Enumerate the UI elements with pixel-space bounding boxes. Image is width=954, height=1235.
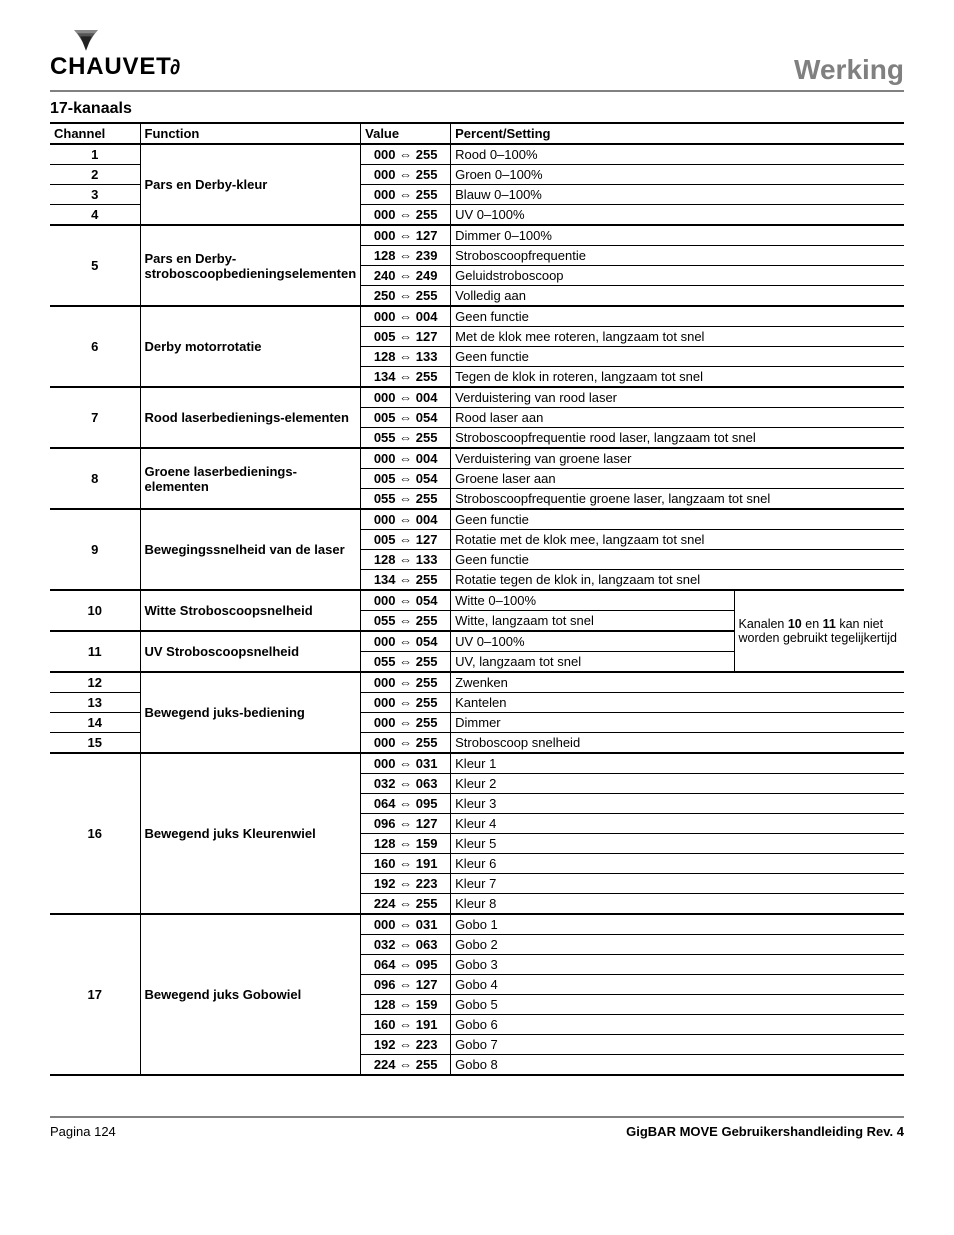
table-row: 16 Bewegend juks Kleurenwiel 000 ⇔ 031 K… [50, 753, 904, 774]
table-row: 10 Witte Stroboscoopsnelheid 000 ⇔ 054 W… [50, 590, 904, 611]
table-row: 12 Bewegend juks-bediening 000 ⇔ 255 Zwe… [50, 672, 904, 693]
table-row: 8 Groene laserbedienings-elementen 000 ⇔… [50, 448, 904, 469]
table-row: 9 Bewegingssnelheid van de laser 000 ⇔ 0… [50, 509, 904, 530]
footer-left: Pagina 124 [50, 1124, 116, 1139]
footer-right: GigBAR MOVE Gebruikershandleiding Rev. 4 [626, 1124, 904, 1139]
dmx-table: Channel Function Value Percent/Setting 1… [50, 122, 904, 1076]
table-row: 6 Derby motorrotatie 000 ⇔ 004 Geen func… [50, 306, 904, 327]
table-row: 17 Bewegend juks Gobowiel 000 ⇔ 031 Gobo… [50, 914, 904, 935]
table-header-row: Channel Function Value Percent/Setting [50, 123, 904, 144]
col-value: Value [361, 123, 451, 144]
table-row: 1 Pars en Derby-kleur 000 ⇔ 255 Rood 0–1… [50, 144, 904, 165]
page-header: CHAUVET ∂ Werking [50, 30, 904, 92]
table-row: 7 Rood laserbedienings-elementen 000 ⇔ 0… [50, 387, 904, 408]
note-cell: Kanalen 10 en 11 kan niet worden gebruik… [734, 590, 904, 672]
col-setting: Percent/Setting [451, 123, 904, 144]
table-row: 5 Pars en Derby-stroboscoopbedieningsele… [50, 225, 904, 246]
col-function: Function [140, 123, 361, 144]
svg-text:CHAUVET: CHAUVET [50, 53, 172, 80]
page-footer: Pagina 124 GigBAR MOVE Gebruikershandlei… [50, 1116, 904, 1139]
col-channel: Channel [50, 123, 140, 144]
section-title: 17-kanaals [50, 100, 904, 118]
svg-text:∂: ∂ [170, 56, 180, 79]
header-title: Werking [794, 54, 904, 86]
brand-logo: CHAUVET ∂ [50, 30, 210, 86]
